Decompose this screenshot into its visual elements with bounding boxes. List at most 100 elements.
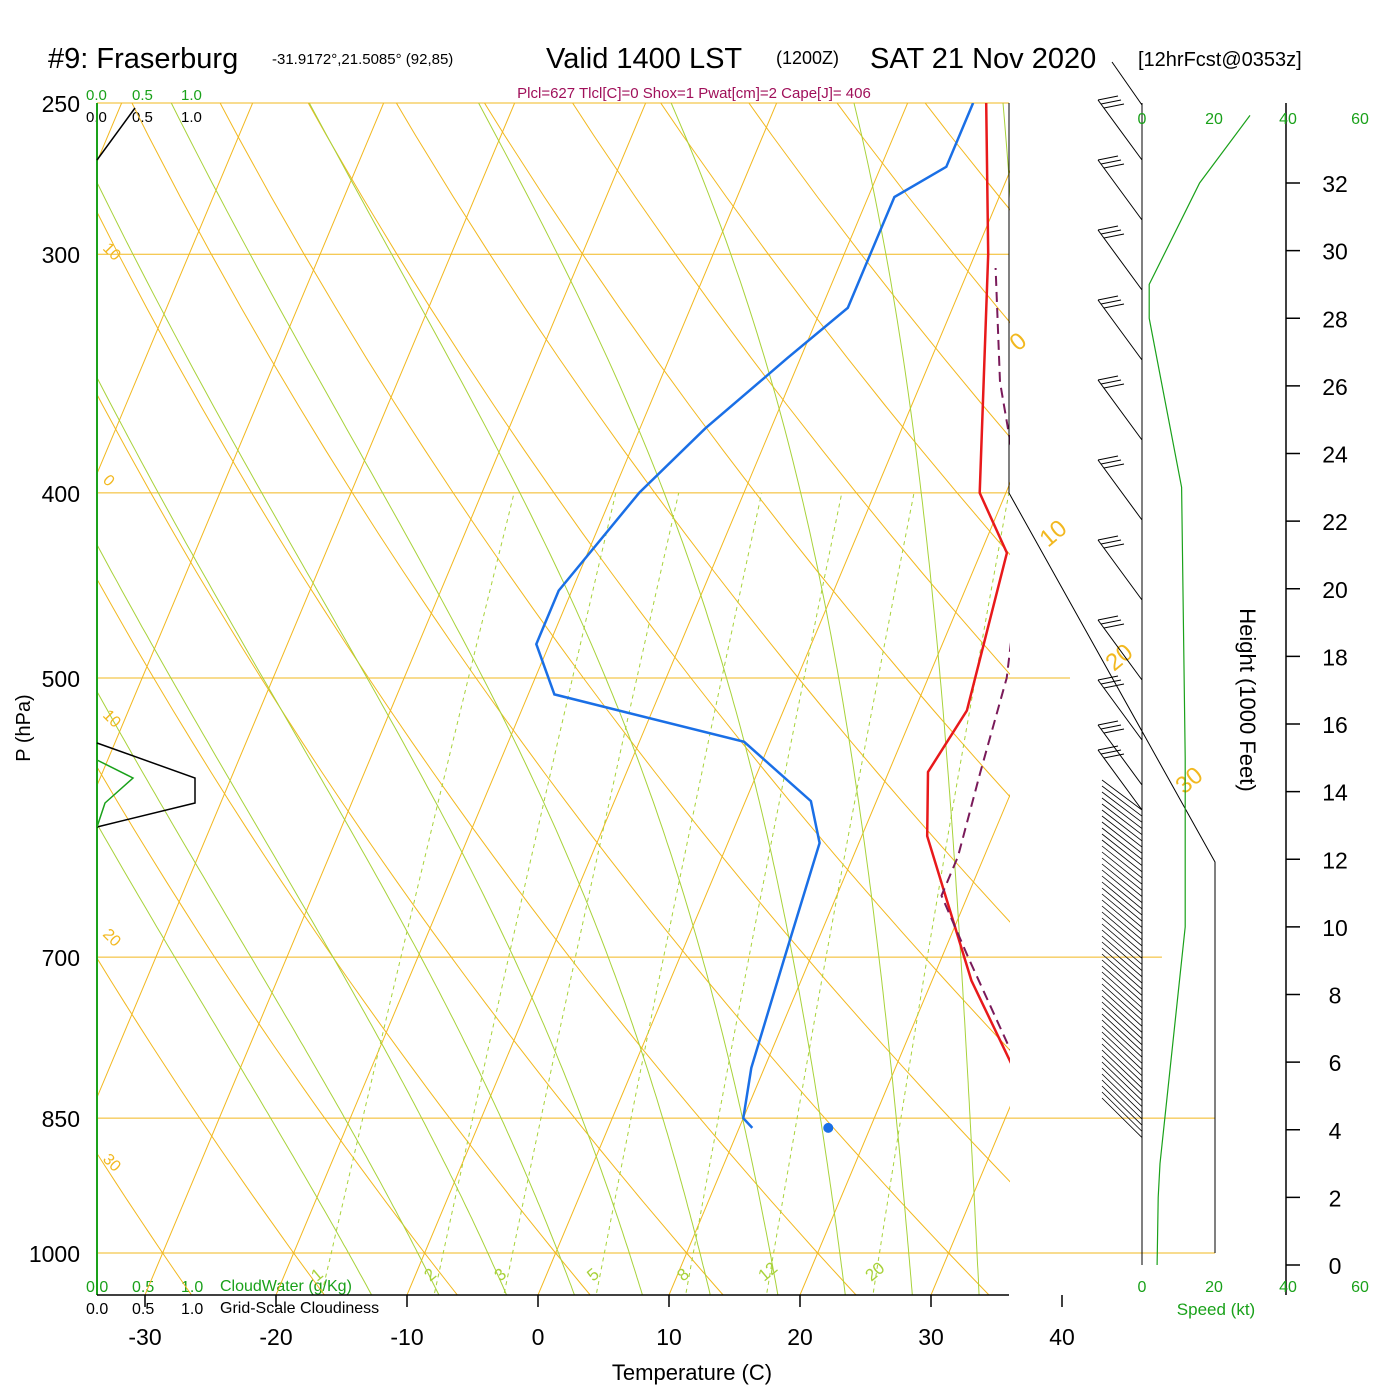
- wind-barb-flag: [1097, 225, 1119, 231]
- wind-barb-staff: [1097, 749, 1143, 811]
- wind-barb-staff: [1101, 887, 1143, 922]
- wind-barb-staff: [1101, 827, 1143, 860]
- dry-adiabat-line: [660, 103, 1010, 556]
- wind-barb-staff: [1101, 875, 1143, 910]
- height-tick-label: 0: [1329, 1253, 1342, 1279]
- wind-barb-flag: [1097, 720, 1119, 726]
- wind-barb: [1097, 295, 1143, 361]
- wind-barb-flag: [1100, 679, 1122, 685]
- pressure-tick-label: 850: [42, 1106, 80, 1132]
- svg-text:0.0: 0.0: [86, 87, 107, 104]
- pressure-tick-label: 400: [42, 481, 80, 507]
- temperature-tick-label: 20: [787, 1324, 813, 1350]
- wind-barb-staff: [1097, 619, 1143, 681]
- cloudiness-ticks-top: 0.0 0.5 1.0: [86, 109, 202, 126]
- wind-barb-flag: [1100, 539, 1122, 545]
- height-tick-label: 30: [1322, 239, 1348, 265]
- mixing-ratio-label: 12: [755, 1258, 782, 1285]
- height-tick-label: 16: [1322, 712, 1348, 738]
- speed-profile: [1148, 115, 1251, 1266]
- wind-barb-flag: [1100, 459, 1122, 465]
- svg-text:1.0: 1.0: [181, 1279, 203, 1296]
- wind-barb-staff: [1101, 941, 1143, 978]
- dewpoint-profile-line: [534, 103, 975, 1129]
- wind-barb-staff: [1097, 679, 1143, 741]
- svg-text:40: 40: [1279, 1279, 1297, 1296]
- wind-barb-staff: [1101, 803, 1143, 836]
- svg-text:40: 40: [1279, 111, 1297, 128]
- wind-barb-staff: [1101, 923, 1143, 959]
- cloudwater-label: CloudWater (g/Kg): [220, 1278, 352, 1295]
- dry-adiabat-line: [483, 103, 1010, 798]
- wind-barb-staff: [1101, 893, 1143, 928]
- dry-adiabat-line: [97, 1152, 193, 1295]
- mixing-ratio-labels: 1 2 3 5 8 12 20: [307, 1258, 888, 1285]
- moist-adiabat-lines: [97, 103, 1010, 1295]
- wind-barb-staff: [1101, 899, 1143, 934]
- wind-barb-staff: [1101, 791, 1143, 823]
- dry-adiabat-line: [97, 578, 591, 1295]
- isobar-lines: [97, 102, 1215, 1254]
- speed-ticks-bottom: 0 20 40 60: [1138, 1279, 1369, 1296]
- wind-barb-staff: [1101, 1013, 1143, 1052]
- wind-barb-flag: [1100, 99, 1122, 105]
- height-tick-label: 10: [1322, 915, 1348, 941]
- wind-barb-staff: [1101, 995, 1143, 1033]
- dry-adiabat-line: [1160, 69, 1400, 1332]
- svg-text:0.5: 0.5: [132, 87, 153, 104]
- wind-barb: [1097, 535, 1143, 601]
- svg-text:0.5: 0.5: [132, 1279, 154, 1296]
- pressure-axis-ticks: 250 300 400 500 700 850 1000: [29, 91, 80, 1267]
- speed-axis-label: Speed (kt): [1177, 1300, 1255, 1319]
- height-tick-label: 2: [1329, 1185, 1342, 1211]
- dry-adiabat-line: [219, 103, 1010, 1183]
- valid-date: SAT 21 Nov 2020: [870, 43, 1096, 75]
- height-tick-label: 26: [1322, 374, 1348, 400]
- wind-barb-staff: [1101, 1079, 1143, 1120]
- wind-barb-staff: [1101, 1091, 1143, 1132]
- svg-text:1.0: 1.0: [181, 87, 202, 104]
- speed-ticks-top: 0 20 40 60: [1138, 111, 1369, 128]
- moist-adiabat-line: [97, 181, 643, 1295]
- height-tick-label: 28: [1322, 306, 1348, 332]
- moist-adiabat-line: [308, 103, 779, 1295]
- isotherm-line: [275, 103, 778, 1295]
- wind-barb-flag: [1097, 455, 1119, 461]
- height-tick-label: 8: [1329, 983, 1342, 1009]
- cloudiness-profile-top: [96, 107, 136, 161]
- wind-barb-flag: [1103, 103, 1125, 109]
- wind-barb-staff: [1101, 989, 1143, 1027]
- wind-barb-staff: [1101, 971, 1143, 1009]
- profile-lines: [534, 103, 1065, 1133]
- surface-temperature-marker: [1055, 1123, 1065, 1133]
- wind-barb-staff: [1101, 917, 1143, 953]
- isotherm-line: [97, 103, 516, 1099]
- wind-barb: [1097, 455, 1143, 521]
- mixing-ratio-lines: [321, 492, 1010, 1295]
- wind-barb-flag: [1103, 728, 1125, 734]
- zulu-time: (1200Z): [776, 48, 839, 68]
- wind-barb-staff: [1101, 953, 1143, 990]
- wind-barb-staff: [1097, 539, 1143, 601]
- speed-profile-line: [1148, 115, 1251, 1266]
- wind-barb-staff: [1101, 1049, 1143, 1089]
- height-tick-label: 12: [1322, 847, 1348, 873]
- height-tick-label: 24: [1322, 442, 1348, 468]
- svg-text:1.0: 1.0: [181, 109, 202, 126]
- wind-barb-staff: [1101, 821, 1143, 854]
- svg-text:60: 60: [1351, 111, 1369, 128]
- surface-dewpoint-marker: [823, 1122, 834, 1133]
- temperature-tick-label: -10: [390, 1324, 423, 1350]
- wind-barb-flag: [1097, 95, 1119, 101]
- isotherm-line: [1177, 69, 1400, 1332]
- wind-barb-flag: [1103, 383, 1125, 389]
- isotherm-line: [406, 103, 909, 1295]
- temperature-tick-label: -30: [128, 1324, 161, 1350]
- cloudwater-ticks-bottom: 0.0 0.5 1.0 CloudWater (g/Kg): [86, 1278, 352, 1296]
- mixing-ratio-line: [433, 492, 617, 1295]
- height-tick-label: 32: [1322, 171, 1348, 197]
- dry-adiabat-line: [748, 103, 1010, 439]
- isotherm-label: 0: [99, 472, 117, 490]
